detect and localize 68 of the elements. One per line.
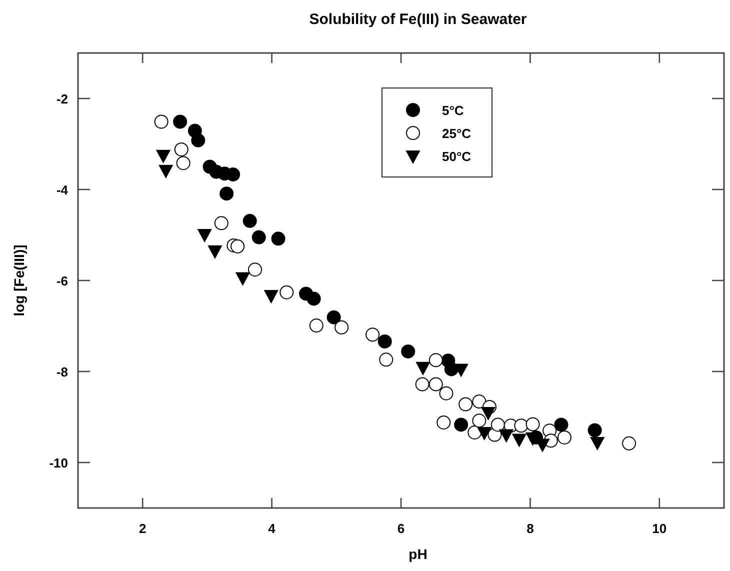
- point: [252, 230, 266, 244]
- legend-label: 25°C: [442, 126, 472, 141]
- point: [557, 430, 572, 444]
- point: [173, 114, 188, 129]
- point: [248, 262, 262, 277]
- point: [622, 436, 636, 450]
- x-tick-label: 2: [138, 521, 146, 536]
- point: [444, 362, 458, 376]
- point: [226, 167, 240, 182]
- point: [590, 436, 604, 450]
- point: [428, 377, 443, 392]
- point: [208, 245, 222, 258]
- point: [416, 362, 430, 375]
- x-tick-label: 6: [397, 521, 405, 536]
- y-tick-label: -8: [56, 364, 68, 380]
- point: [280, 285, 294, 300]
- point: [220, 186, 234, 201]
- point: [588, 423, 602, 438]
- point: [514, 418, 528, 433]
- point: [458, 397, 473, 412]
- legend-label: 5°C: [442, 103, 464, 118]
- point: [191, 133, 206, 148]
- point: [198, 229, 212, 242]
- point: [158, 164, 173, 178]
- y-tick-label: -4: [56, 182, 69, 198]
- x-axis-title: pH: [408, 546, 428, 562]
- point: [454, 364, 468, 377]
- point: [436, 415, 451, 430]
- y-tick-label: -2: [56, 92, 68, 106]
- point: [439, 386, 454, 400]
- point: [309, 318, 324, 333]
- point: [236, 272, 250, 286]
- point: [230, 239, 245, 254]
- point: [512, 434, 526, 447]
- point: [264, 290, 278, 304]
- point: [481, 406, 496, 420]
- y-axis-title: log [Fe(III)]: [11, 244, 27, 316]
- legend-label: 50°C: [442, 149, 472, 164]
- point: [554, 418, 568, 432]
- point: [154, 114, 168, 129]
- point: [326, 310, 341, 324]
- point: [156, 150, 170, 163]
- chart-title: Solubility of Fe(III) in Seawater: [309, 11, 527, 28]
- point: [378, 334, 392, 348]
- point: [242, 214, 257, 228]
- point: [306, 292, 321, 306]
- point: [477, 426, 492, 440]
- point: [472, 414, 486, 428]
- point: [176, 156, 190, 170]
- point: [526, 417, 540, 432]
- point: [174, 142, 188, 156]
- point: [401, 344, 416, 358]
- x-tick-label: 4: [268, 521, 276, 536]
- point: [454, 418, 468, 432]
- point: [366, 328, 380, 342]
- point: [472, 394, 486, 409]
- x-tick-label: 8: [526, 521, 534, 536]
- point: [428, 353, 443, 368]
- point: [490, 418, 505, 432]
- point: [379, 352, 394, 367]
- point: [271, 232, 286, 246]
- point: [334, 320, 349, 334]
- x-tick-label: 10: [652, 521, 667, 536]
- point: [214, 216, 228, 230]
- y-tick-label: -10: [49, 456, 68, 470]
- point: [499, 429, 514, 442]
- y-tick-label: -6: [56, 274, 68, 288]
- point: [415, 377, 430, 392]
